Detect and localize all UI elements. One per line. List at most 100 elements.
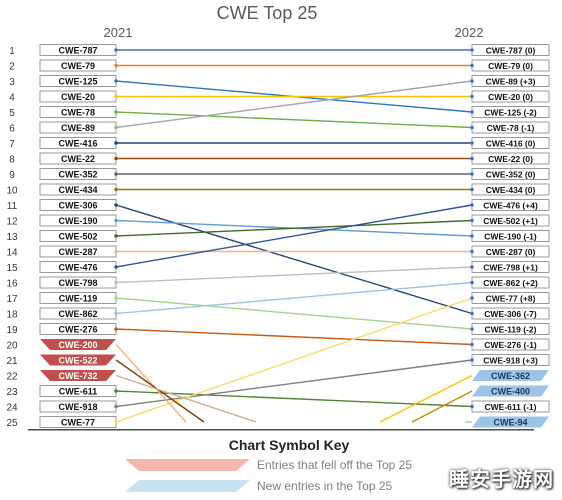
left-endpoint-dot: [114, 265, 118, 269]
left-cwe-label: CWE-22: [61, 154, 95, 164]
left-cwe-label: CWE-918: [58, 402, 97, 412]
right-cwe-label: CWE-77 (+8): [486, 294, 536, 304]
right-endpoint-dot: [470, 311, 474, 316]
left-endpoint-dot: [114, 327, 118, 331]
connector-line: [115, 266, 473, 284]
rank-number: 13: [6, 232, 18, 243]
right-endpoint-dot: [470, 125, 474, 130]
rank-numbers: 1234567891011121314151617181920212223242…: [6, 46, 18, 429]
rank-number: 10: [6, 186, 18, 197]
left-cwe-label: CWE-611: [59, 387, 98, 397]
left-endpoint-dot: [114, 280, 118, 285]
right-year-label: 2022: [455, 25, 484, 40]
new-entry-box: [472, 416, 549, 428]
left-endpoint-dot: [114, 311, 118, 316]
right-cwe-label: CWE-190 (-1): [484, 232, 537, 242]
left-cwe-label: CWE-190: [58, 216, 97, 226]
right-cwe-label: CWE-20 (0): [488, 92, 533, 102]
key-swatch: [125, 459, 250, 471]
left-cwe-label: CWE-732: [58, 371, 97, 381]
left-cwe-label: CWE-352: [58, 170, 97, 180]
left-endpoint-dot: [114, 249, 118, 254]
right-endpoint-dot: [470, 156, 474, 161]
left-endpoint-dot: [114, 156, 118, 161]
right-endpoint-dot: [470, 172, 474, 176]
rank-number: 4: [9, 93, 15, 104]
right-endpoint-dot: [470, 48, 474, 52]
right-cwe-label: CWE-502 (+1): [483, 216, 538, 226]
fell-off-box: [40, 339, 116, 350]
right-endpoint-dot: [470, 218, 474, 223]
chart-symbol-key: Chart Symbol Key Entries that fell off t…: [28, 429, 534, 493]
right-cwe-label: CWE-276 (-1): [484, 340, 537, 350]
exit-line: [115, 374, 257, 423]
connector-line: [115, 297, 473, 330]
right-cwe-label: CWE-362: [491, 371, 530, 381]
rank-number: 12: [6, 217, 18, 228]
right-endpoint-dot: [470, 280, 474, 285]
right-endpoint-dot: [470, 187, 474, 192]
right-endpoint-dot: [470, 110, 474, 114]
left-cwe-label: CWE-306: [58, 201, 97, 211]
left-cwe-label: CWE-434: [58, 185, 97, 195]
rank-number: 11: [7, 201, 18, 212]
rank-number: 8: [9, 155, 15, 166]
left-endpoint-dot: [114, 141, 118, 145]
left-cwe-label: CWE-862: [58, 309, 97, 319]
left-cwe-label: CWE-787: [58, 46, 97, 56]
left-endpoint-dot: [114, 172, 118, 176]
connector-line: [115, 204, 473, 315]
right-endpoint-dot: [470, 327, 474, 331]
left-endpoint-dot: [114, 203, 118, 207]
left-endpoint-dot: [114, 125, 118, 130]
rank-number: 15: [6, 263, 18, 274]
watermark: 睡安手游网: [449, 467, 554, 491]
right-endpoint-dot: [470, 404, 474, 409]
left-endpoint-dot: [114, 389, 118, 393]
rank-number: 2: [9, 62, 15, 73]
right-column-boxes: CWE-787 (0) CWE-79 (0) CWE-89 (+3) CWE-20 (…: [470, 44, 550, 428]
connector-line: [115, 390, 473, 408]
rank-number: 24: [6, 403, 18, 414]
new-entry-box: [472, 385, 549, 397]
left-column-boxes: CWE-787 CWE-79 CWE-125 CWE-20 CWE-78 CWE-89 CW…: [39, 44, 118, 428]
right-endpoint-dot: [470, 296, 474, 300]
right-cwe-label: CWE-306 (-7): [484, 309, 537, 319]
right-endpoint-dot: [470, 203, 474, 207]
rank-number: 7: [9, 139, 15, 150]
connector-line: [115, 328, 473, 346]
right-cwe-label: CWE-434 (0): [486, 185, 536, 195]
right-cwe-label: CWE-476 (+4): [483, 201, 538, 211]
left-endpoint-dot: [114, 110, 118, 114]
left-cwe-label: CWE-77: [61, 418, 95, 428]
right-cwe-label: CWE-125 (-2): [484, 108, 537, 118]
left-cwe-label: CWE-78: [61, 108, 95, 118]
left-endpoint-dot: [114, 218, 118, 223]
left-endpoint-dot: [114, 234, 118, 238]
fell-off-box: [40, 370, 116, 381]
right-cwe-label: CWE-287 (0): [486, 247, 536, 257]
connector-line: [115, 204, 473, 268]
exit-line: [115, 359, 205, 423]
right-cwe-label: CWE-22 (0): [488, 154, 533, 164]
left-cwe-label: CWE-20: [61, 92, 95, 102]
right-endpoint-dot: [470, 141, 474, 145]
left-cwe-label: CWE-200: [58, 340, 97, 350]
key-divider: [28, 429, 534, 431]
right-endpoint-dot: [470, 63, 474, 68]
right-endpoint-dot: [470, 249, 474, 254]
connector-lines: [115, 49, 473, 423]
rank-number: 17: [6, 294, 18, 305]
right-cwe-label: CWE-798 (+1): [483, 263, 538, 273]
key-swatch: [125, 480, 250, 492]
rank-number: 18: [6, 310, 18, 321]
right-cwe-label: CWE-400: [491, 387, 530, 397]
connector-line: [115, 80, 473, 129]
key-title: Chart Symbol Key: [229, 437, 350, 453]
left-cwe-label: CWE-502: [58, 232, 97, 242]
right-cwe-label: CWE-416 (0): [486, 139, 536, 149]
chart-title: CWE Top 25: [217, 3, 318, 23]
rank-number: 3: [9, 77, 15, 88]
rank-number: 23: [6, 387, 18, 398]
